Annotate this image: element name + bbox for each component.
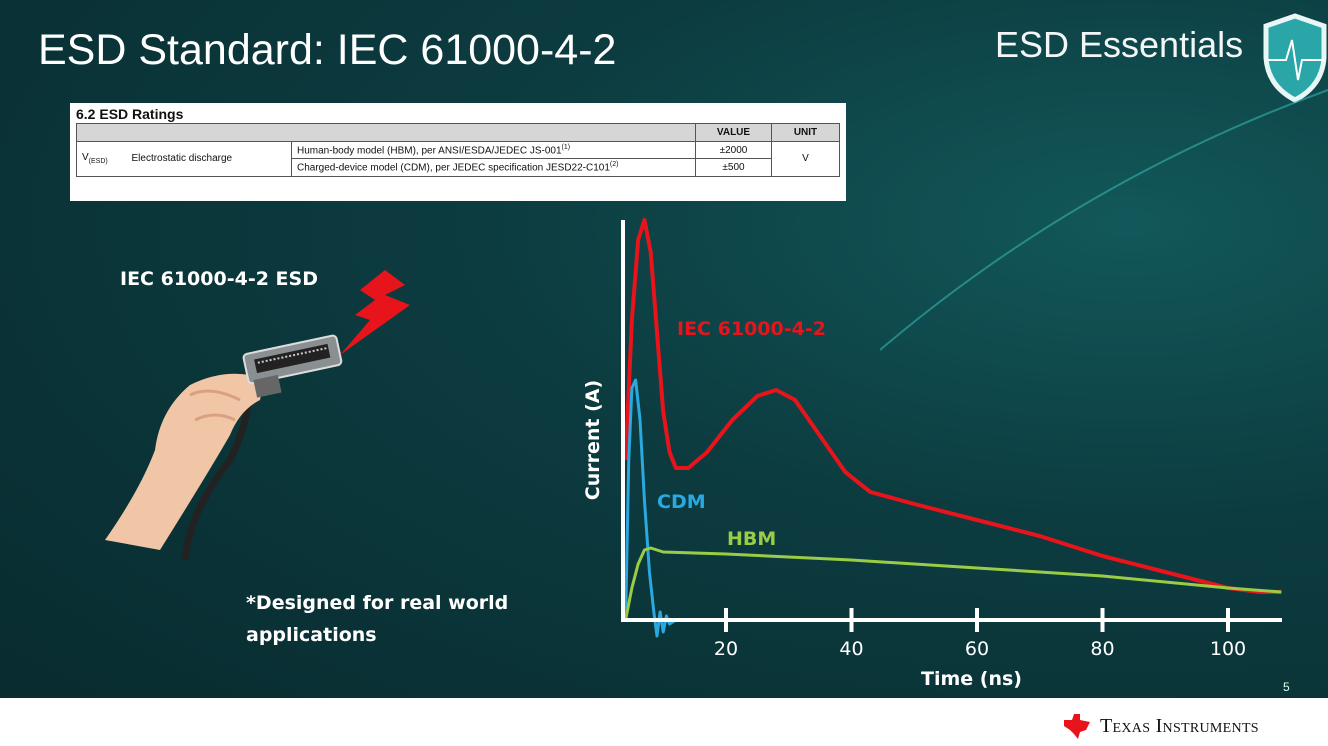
shield-icon [1263,13,1327,103]
hand-with-connector-illustration [105,270,410,561]
parameter: Electrostatic discharge [126,141,292,177]
company-name: Texas Instruments [1100,714,1259,737]
esd-ratings-table: 6.2 ESD Ratings VALUE UNIT V(ESD) Electro… [70,103,846,201]
symbol: V [82,152,89,164]
series-line-hbm [624,546,1282,621]
footnote: (1) [561,144,571,151]
x-tick-label: 80 [1090,638,1114,660]
ti-logo: Texas Instruments [1062,712,1259,740]
symbol-sub: (ESD) [88,158,108,166]
value-header: VALUE [695,123,772,142]
row-value: ±500 [695,158,772,177]
x-axis-label: Time (ns) [921,668,1022,690]
hdmi-connector [242,334,343,398]
series-label-cdm: CDM [657,491,706,513]
slide-title: ESD Standard: IEC 61000-4-2 [38,26,617,74]
footnote: (2) [609,161,619,169]
series-label-hbm: HBM [727,528,777,550]
note-line-1: *Designed for real world [246,592,509,614]
brand-title: ESD Essentials [995,24,1244,65]
series-label-iec: IEC 61000-4-2 [677,318,826,340]
y-axis-label: Current (A) [582,379,604,501]
x-tick-label: 60 [965,638,989,660]
x-tick-label: 40 [839,638,863,660]
hand [105,373,262,550]
unit-header: UNIT [771,123,840,142]
table-caption: 6.2 ESD Ratings [76,106,184,122]
light-streak-decoration [880,89,1328,351]
iec-heading: IEC 61000-4-2 ESD [120,268,318,290]
footer-bar [0,698,1328,746]
note-line-2: applications [246,624,377,646]
row-desc: Charged-device model (CDM), per JEDEC sp… [297,162,610,174]
lightning-bolt-icon [340,270,410,355]
series-line-iec-61000-4-2 [623,218,1282,594]
x-tick-label: 100 [1210,638,1246,660]
row-desc: Human-body model (HBM), per ANSI/ESDA/JE… [297,145,562,157]
slide-number: 5 [1283,680,1290,694]
x-tick-label: 20 [714,638,738,660]
unit-cell: V [771,141,840,177]
ti-logo-icon [1064,714,1090,739]
